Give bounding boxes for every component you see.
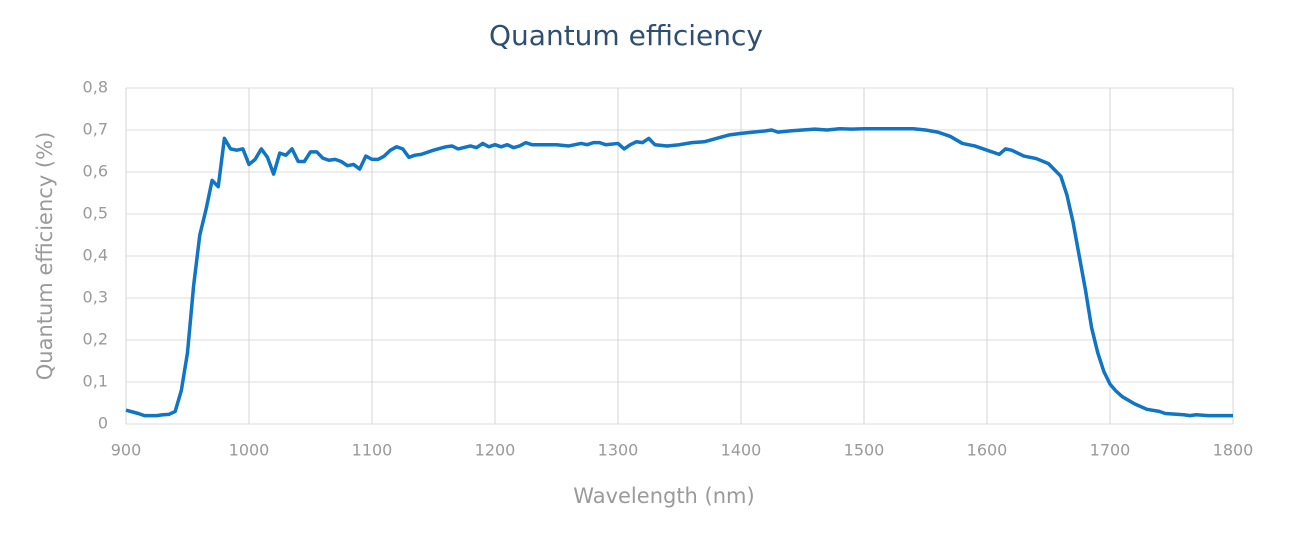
x-axis-label: Wavelength (nm): [573, 484, 754, 508]
x-tick-label: 1400: [721, 441, 762, 460]
y-tick-label: 0,5: [83, 204, 108, 223]
x-tick-label: 1500: [844, 441, 885, 460]
x-tick-label: 1100: [352, 441, 393, 460]
x-tick-label: 1200: [475, 441, 516, 460]
y-tick-label: 0,1: [83, 372, 108, 391]
x-tick-label: 1700: [1090, 441, 1131, 460]
y-tick-label: 0,6: [83, 162, 108, 181]
x-tick-label: 1300: [598, 441, 639, 460]
y-tick-label: 0: [98, 414, 108, 433]
y-tick-label: 0,7: [83, 120, 108, 139]
x-tick-label: 1800: [1213, 441, 1254, 460]
x-tick-label: 900: [111, 441, 142, 460]
y-tick-label: 0,2: [83, 330, 108, 349]
chart-title: Quantum efficiency: [489, 19, 763, 52]
y-tick-label: 0,8: [83, 78, 108, 97]
x-tick-label: 1000: [229, 441, 270, 460]
y-tick-label: 0,3: [83, 288, 108, 307]
y-tick-label: 0,4: [83, 246, 108, 265]
y-axis-label: Quantum efficiency (%): [33, 132, 57, 381]
data-line: [125, 126, 1233, 418]
x-tick-label: 1600: [967, 441, 1008, 460]
